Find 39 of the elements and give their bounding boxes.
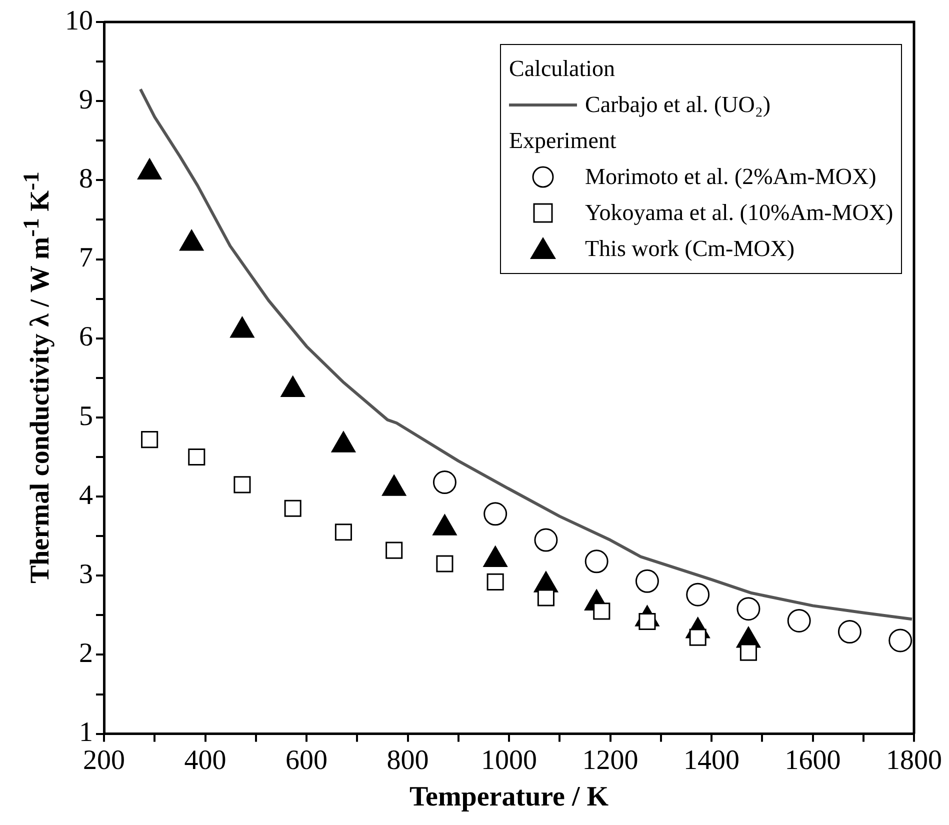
legend-label: Carbajo et al. (UO₂) — [585, 91, 771, 119]
y-tick-label: 8 — [79, 164, 93, 195]
y-tick-label: 3 — [79, 558, 93, 590]
point — [689, 628, 706, 646]
x-tick-label: 600 — [286, 744, 328, 776]
point — [593, 602, 610, 620]
y-tick-label: 6 — [79, 322, 93, 353]
point — [432, 470, 456, 494]
annotation: Experiment — [509, 127, 618, 155]
point — [635, 569, 659, 593]
point — [484, 502, 508, 526]
y-tick-label: 10 — [65, 5, 93, 36]
y-tick-label: 4 — [79, 480, 93, 511]
y-tick-label: 9 — [79, 84, 93, 116]
y-tick-label: 5 — [79, 400, 93, 432]
point — [230, 316, 254, 338]
y-tick-label: 2 — [79, 638, 93, 670]
x-axis-title: Temperature / K — [409, 781, 609, 812]
point — [888, 628, 912, 652]
point — [787, 608, 811, 632]
point — [138, 158, 162, 180]
x-tick-label: 1400 — [684, 744, 740, 776]
x-tick-label: 1200 — [582, 744, 638, 776]
x-tick-label: 1800 — [886, 744, 942, 776]
point — [686, 582, 710, 606]
annotation: Calculation — [509, 55, 616, 83]
x-tick-label: 1000 — [481, 744, 537, 776]
legend-label: This work (Cm-MOX) — [585, 235, 795, 263]
y-tick-label: 7 — [79, 242, 93, 274]
point — [838, 620, 862, 644]
point — [736, 597, 760, 621]
point — [180, 230, 204, 251]
x-tick-label: 1600 — [784, 744, 841, 776]
point — [534, 528, 558, 552]
point — [584, 550, 608, 574]
x-tick-label: 800 — [386, 744, 429, 776]
legend-label: Yokoyama et al. (10%Am-MOX) — [585, 199, 894, 227]
legend-label: Morimoto et al. (2%Am-MOX) — [585, 163, 876, 191]
x-tick-label: 400 — [184, 744, 226, 776]
